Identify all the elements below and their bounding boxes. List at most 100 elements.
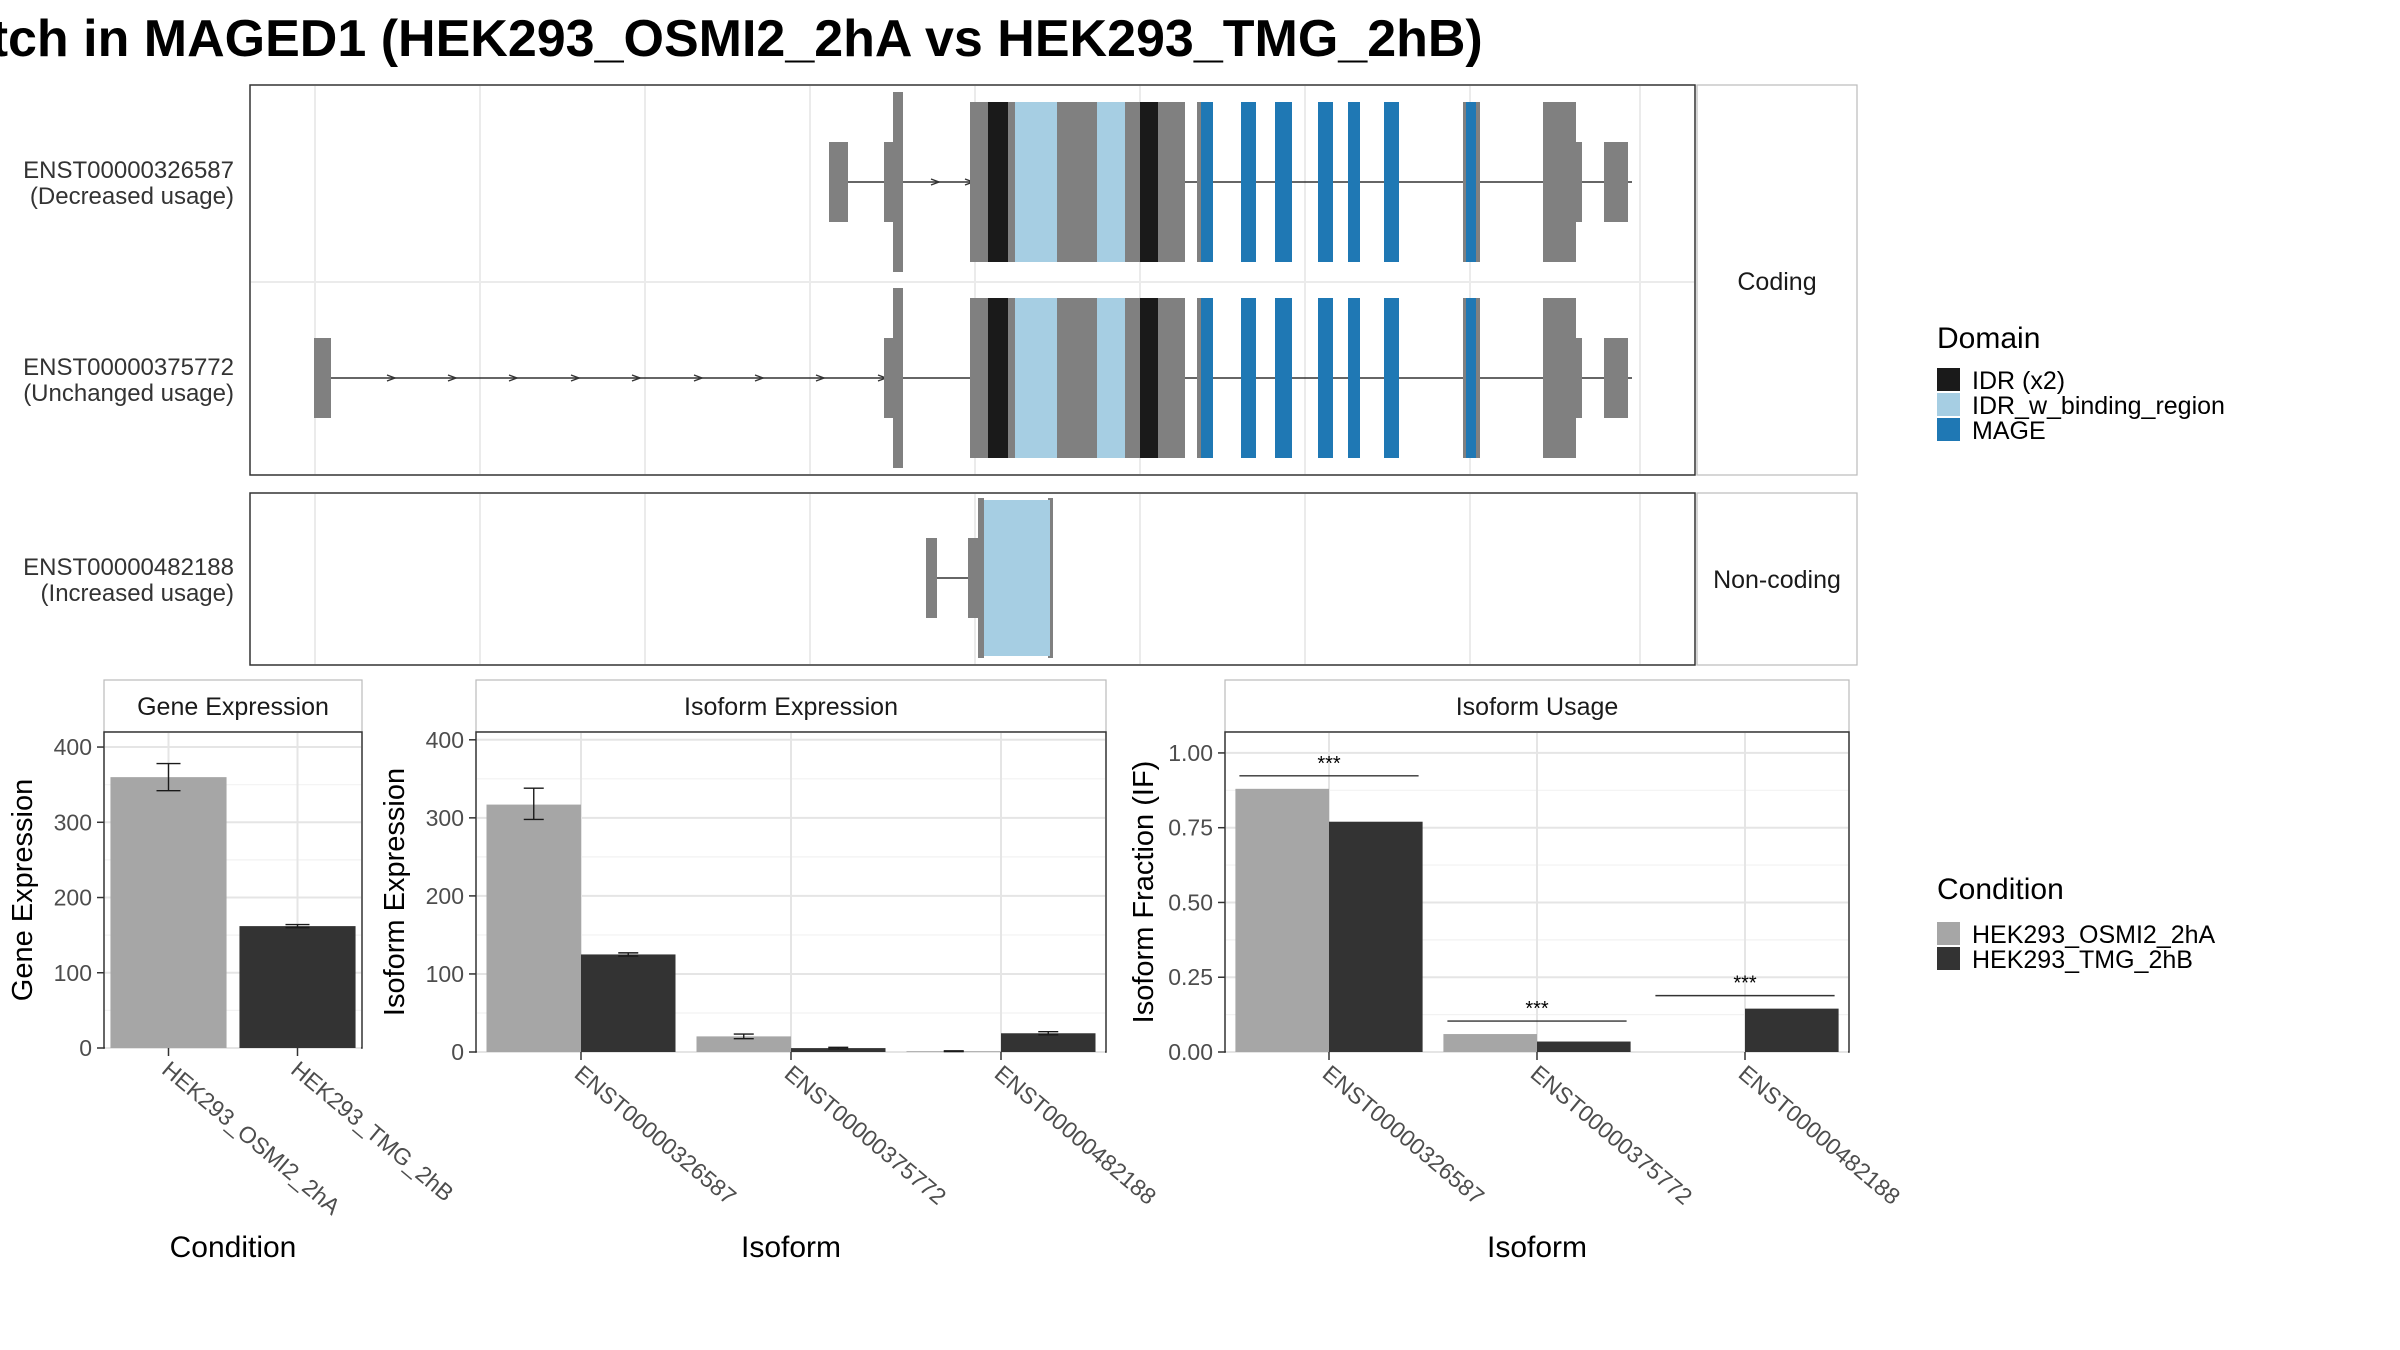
- noncoding-grid: [314, 494, 1641, 664]
- y-axis-title: Isoform Fraction (IF): [1128, 761, 1160, 1024]
- y-axis-title: Isoform Expression: [379, 768, 411, 1016]
- utr-exon: [1604, 142, 1628, 222]
- condition-legend-title: Condition: [1937, 873, 2064, 906]
- legend-key-tmg: [1937, 947, 1960, 970]
- chart-title: Gene Expression: [137, 693, 329, 721]
- cds-exon: [1197, 102, 1201, 262]
- cds-exon: [1543, 298, 1576, 458]
- domain-mage: [1275, 298, 1292, 458]
- domain-mage: [1466, 102, 1476, 262]
- noncoding-strip: [1696, 492, 1858, 666]
- bar: [1443, 1034, 1537, 1052]
- isoform-usage-chart: Isoform Usage 0.00 0.25 0.50 0.75 1.00 *** ENST…: [1128, 679, 1906, 1264]
- legend-key-idr: [1937, 368, 1960, 391]
- transcript-panel: Coding Non-coding ENST00000326587 (Decre…: [23, 84, 1858, 666]
- domain-idr-binding: [1015, 298, 1057, 458]
- bar: [1745, 1008, 1839, 1052]
- y-tick-label: 100: [54, 960, 92, 986]
- legend-label-idr-binding: IDR_w_binding_region: [1972, 392, 2225, 420]
- y-tick-label: 0.25: [1168, 964, 1213, 990]
- legend-label-osmi2: HEK293_OSMI2_2hA: [1972, 921, 2216, 949]
- y-tick-label: 200: [426, 883, 464, 909]
- strand-arrow: [386, 374, 397, 382]
- utr-exon: [926, 538, 937, 618]
- y-tick-label: 100: [426, 961, 464, 987]
- x-axis-title: Isoform: [1487, 1231, 1587, 1264]
- bar: [1329, 821, 1423, 1052]
- domain-legend-title: Domain: [1937, 322, 2040, 355]
- bar: [696, 1036, 791, 1052]
- bar: [1001, 1033, 1096, 1052]
- significance-label: ***: [1733, 973, 1757, 995]
- cds-exon: [1048, 498, 1053, 658]
- domain-idr-binding: [1015, 102, 1057, 262]
- y-tick-label: 0: [79, 1035, 92, 1061]
- y-tick-label: 200: [54, 885, 92, 911]
- utr-exon: [1574, 142, 1582, 222]
- domain-idr-binding: [1097, 298, 1125, 458]
- domain-mage: [1241, 102, 1256, 262]
- condition-legend: Condition HEK293_OSMI2_2hA HEK293_TMG_2h…: [1937, 873, 2216, 974]
- isoform-expression-chart: Isoform Expression 0 100 200 300 400 ENST00000…: [379, 679, 1162, 1264]
- legend-key-idr-binding: [1937, 393, 1960, 416]
- page-title: Gene isoform switch in MAGED1 (HEK293_OS…: [0, 10, 1483, 68]
- coding-strip-label: Coding: [1737, 268, 1816, 296]
- y-tick-label: 400: [426, 727, 464, 753]
- x-tick-label: ENST00000375772: [780, 1060, 952, 1210]
- x-tick-label: ENST00000375772: [1526, 1060, 1698, 1210]
- y-axis-title: Gene Expression: [7, 779, 39, 1001]
- domain-idr: [1140, 298, 1158, 458]
- transcript-id-1: ENST00000326587: [23, 157, 234, 184]
- legend-label-tmg: HEK293_TMG_2hB: [1972, 946, 2193, 974]
- transcript-usage-3: (Increased usage): [41, 580, 234, 607]
- utr-exon: [1574, 338, 1582, 418]
- domain-mage: [1318, 298, 1333, 458]
- domain-mage: [1384, 298, 1399, 458]
- noncoding-strip-label: Non-coding: [1713, 566, 1841, 594]
- transcript-usage-1: (Decreased usage): [30, 183, 234, 210]
- x-tick-label: ENST00000326587: [570, 1060, 742, 1210]
- x-tick-label: ENST00000326587: [1318, 1060, 1490, 1210]
- y-tick-label: 0.75: [1168, 815, 1213, 841]
- x-tick-label: ENST00000482188: [990, 1060, 1162, 1210]
- domain-mage: [1241, 298, 1256, 458]
- y-tick-label: 300: [426, 805, 464, 831]
- strand-arrow: [815, 374, 826, 382]
- domain-idr-binding: [984, 500, 1050, 656]
- domain-mage: [1466, 298, 1476, 458]
- legend-label-idr: IDR (x2): [1972, 367, 2065, 395]
- transcript-usage-2: (Unchanged usage): [23, 380, 234, 407]
- y-tick-label: 300: [54, 809, 92, 835]
- chart-title: Isoform Usage: [1456, 693, 1619, 721]
- strand-arrow: [693, 374, 704, 382]
- significance-label: ***: [1317, 753, 1341, 775]
- bar: [791, 1048, 886, 1052]
- bar: [486, 804, 581, 1052]
- domain-mage: [1275, 102, 1292, 262]
- x-axis-title: Isoform: [741, 1231, 841, 1264]
- utr-exon: [314, 338, 331, 418]
- y-tick-label: 0.00: [1168, 1039, 1213, 1065]
- domain-idr: [988, 298, 1008, 458]
- transcript-id-2: ENST00000375772: [23, 354, 234, 381]
- cds-exon: [893, 92, 903, 272]
- strand-arrow: [508, 374, 519, 382]
- cds-exon: [1543, 102, 1576, 262]
- y-tick-label: 1.00: [1168, 740, 1213, 766]
- bar: [239, 926, 356, 1048]
- domain-idr-binding: [1097, 102, 1125, 262]
- strand-arrow: [631, 374, 642, 382]
- cds-exon: [1008, 298, 1015, 458]
- domain-mage: [1318, 102, 1333, 262]
- utr-exon: [1604, 338, 1628, 418]
- legend-key-mage: [1937, 418, 1960, 441]
- x-tick-label: ENST00000482188: [1734, 1060, 1906, 1210]
- significance-label: ***: [1525, 998, 1549, 1020]
- y-tick-label: 0.50: [1168, 889, 1213, 915]
- transcript-id-3: ENST00000482188: [23, 554, 234, 581]
- chart-title: Isoform Expression: [684, 693, 898, 721]
- domain-mage: [1384, 102, 1399, 262]
- strand-arrow: [447, 374, 458, 382]
- domain-idr: [1140, 102, 1158, 262]
